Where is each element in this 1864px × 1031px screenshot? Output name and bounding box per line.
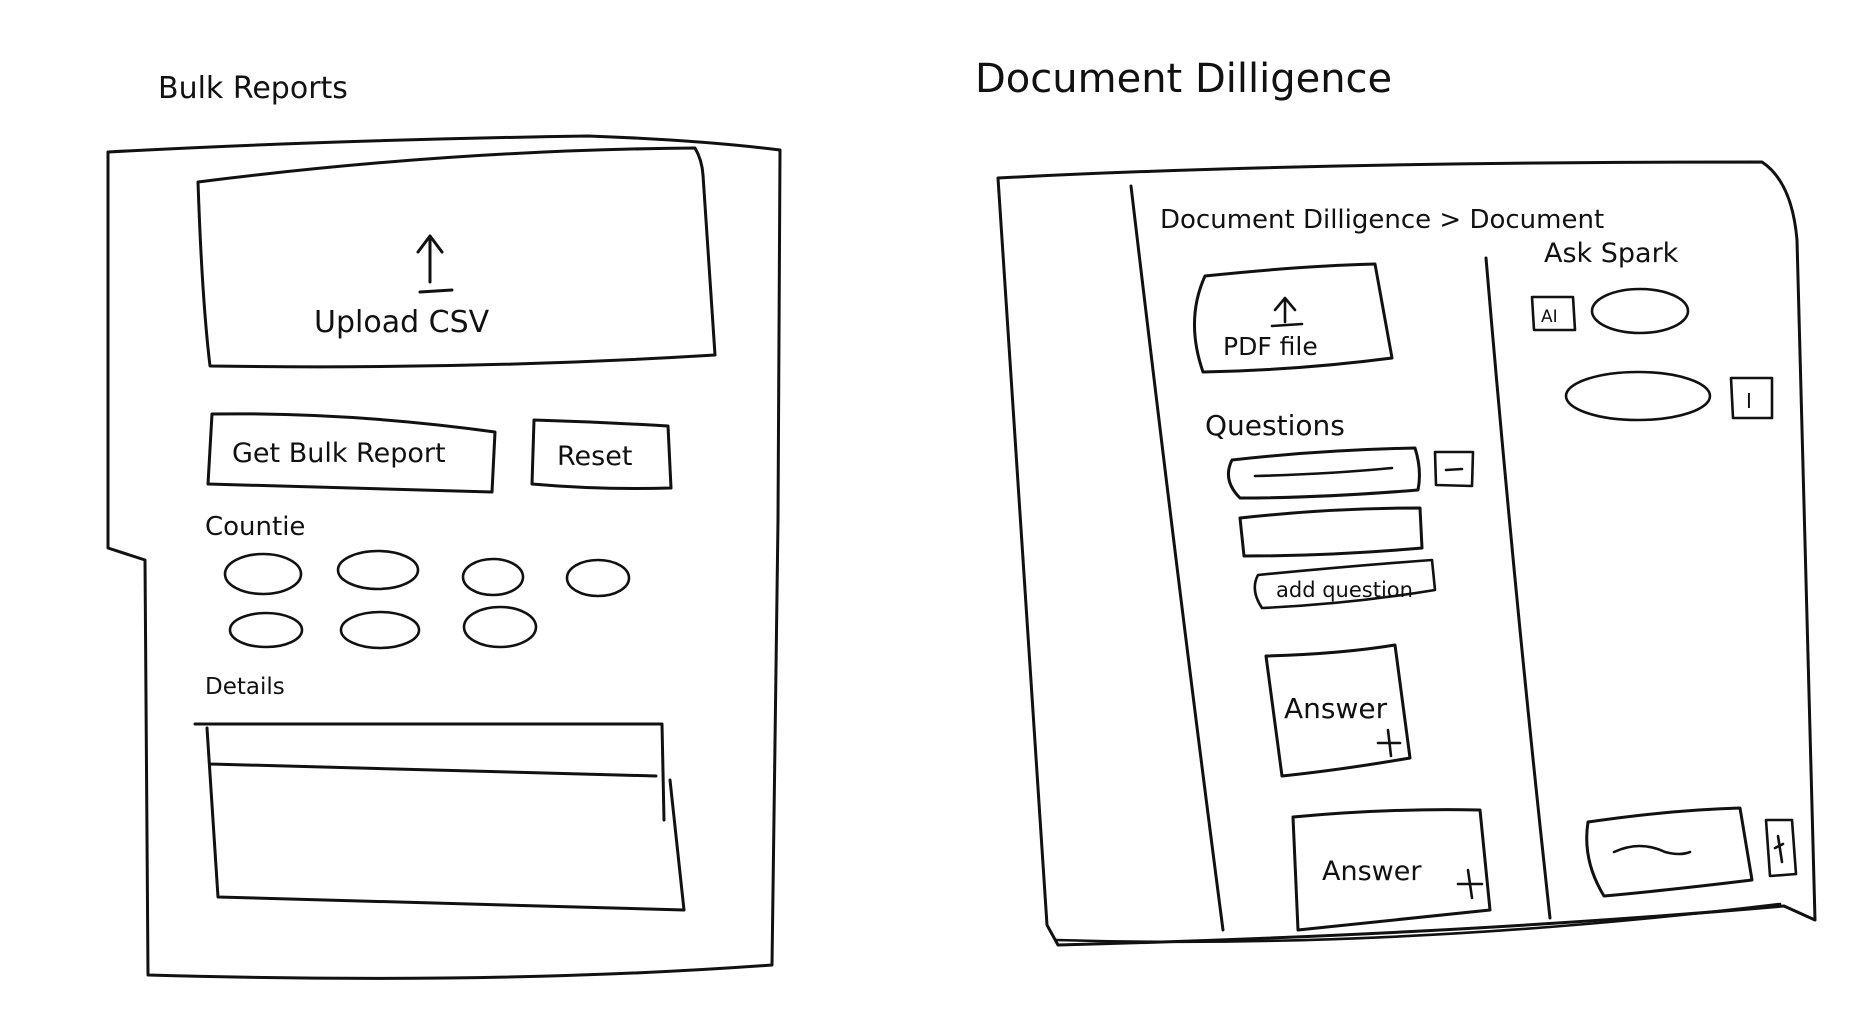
breadcrumb: Document Dilligence > Document (1160, 205, 1604, 235)
pdf-upload-dropzone[interactable]: PDF file (1192, 262, 1394, 374)
answer-label: Answer (1322, 856, 1422, 887)
chat-panel-divider (1484, 256, 1552, 920)
upload-csv-dropzone[interactable]: Upload CSV (196, 146, 717, 369)
user-message: I (1564, 370, 1774, 422)
upload-arrow-icon (416, 234, 454, 294)
county-chip[interactable] (565, 558, 631, 598)
ai-message: AI (1530, 287, 1690, 335)
ai-avatar-label: AI (1541, 307, 1558, 327)
send-icon (1773, 834, 1785, 864)
details-table (193, 722, 686, 912)
question-input[interactable] (1226, 446, 1421, 500)
county-chip-group (223, 549, 631, 650)
county-chip[interactable] (336, 549, 420, 591)
upload-arrow-icon (1270, 296, 1304, 328)
remove-question-button[interactable] (1433, 450, 1475, 488)
county-chip[interactable] (461, 557, 525, 597)
user-message-bubble (1564, 370, 1712, 422)
county-chip[interactable] (223, 552, 303, 596)
upload-csv-label: Upload CSV (314, 305, 490, 340)
user-avatar-label: I (1746, 389, 1752, 413)
ai-message-bubble (1590, 287, 1690, 335)
send-button[interactable] (1764, 818, 1798, 878)
user-avatar (1729, 376, 1774, 420)
reset-label: Reset (557, 441, 632, 472)
sparkle-icon (1376, 728, 1402, 758)
bulk-reports-frame (106, 134, 782, 980)
bulk-reports-title: Bulk Reports (158, 71, 348, 106)
pdf-file-label: PDF file (1223, 332, 1318, 361)
document-diligence-frame (996, 160, 1817, 947)
document-diligence-title: Document Dilligence (975, 56, 1392, 102)
county-chip[interactable] (339, 610, 421, 650)
question-input[interactable] (1238, 506, 1424, 558)
ai-avatar (1530, 295, 1577, 332)
reset-button[interactable]: Reset (530, 418, 673, 490)
minus-icon (1444, 467, 1464, 472)
get-bulk-report-button[interactable]: Get Bulk Report (206, 412, 497, 494)
answer-label: Answer (1284, 692, 1388, 725)
sparkle-icon (1456, 868, 1484, 900)
answer-card: Answer (1291, 808, 1492, 932)
county-chip[interactable] (462, 605, 538, 649)
questions-label: Questions (1205, 409, 1345, 442)
add-question-button[interactable]: add question (1253, 558, 1437, 610)
ask-spark-label: Ask Spark (1544, 238, 1679, 269)
add-question-label: add question (1276, 578, 1413, 602)
details-label: Details (205, 674, 285, 700)
county-chip[interactable] (228, 611, 304, 649)
chat-input[interactable] (1585, 806, 1754, 898)
get-bulk-report-label: Get Bulk Report (232, 438, 446, 469)
answer-card: Answer (1264, 643, 1412, 778)
sidebar-divider (1129, 184, 1225, 932)
counties-label: Countie (205, 512, 305, 542)
